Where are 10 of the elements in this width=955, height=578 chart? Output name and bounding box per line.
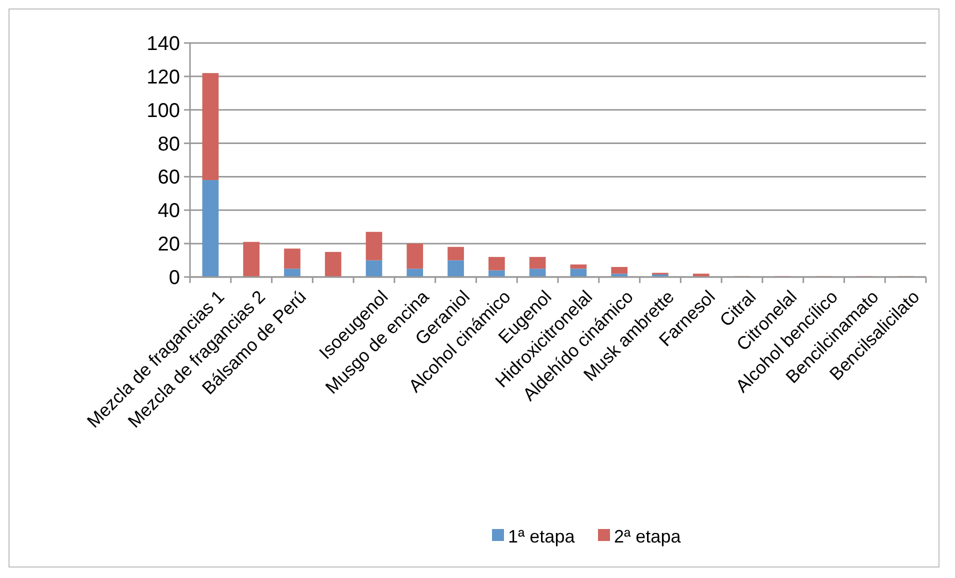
y-tick-label: 100 xyxy=(146,100,180,122)
y-tick-label: 140 xyxy=(146,33,180,55)
legend-label: 2ª etapa xyxy=(614,526,682,546)
y-tick-label: 40 xyxy=(158,200,180,222)
y-tick-label: 60 xyxy=(158,166,180,189)
y-tick-label: 80 xyxy=(158,133,180,156)
y-tick-label: 0 xyxy=(168,267,180,289)
legend-label: 1ª etapa xyxy=(508,526,576,546)
y-tick-label: 20 xyxy=(158,234,180,256)
y-tick-label: 120 xyxy=(146,66,180,88)
